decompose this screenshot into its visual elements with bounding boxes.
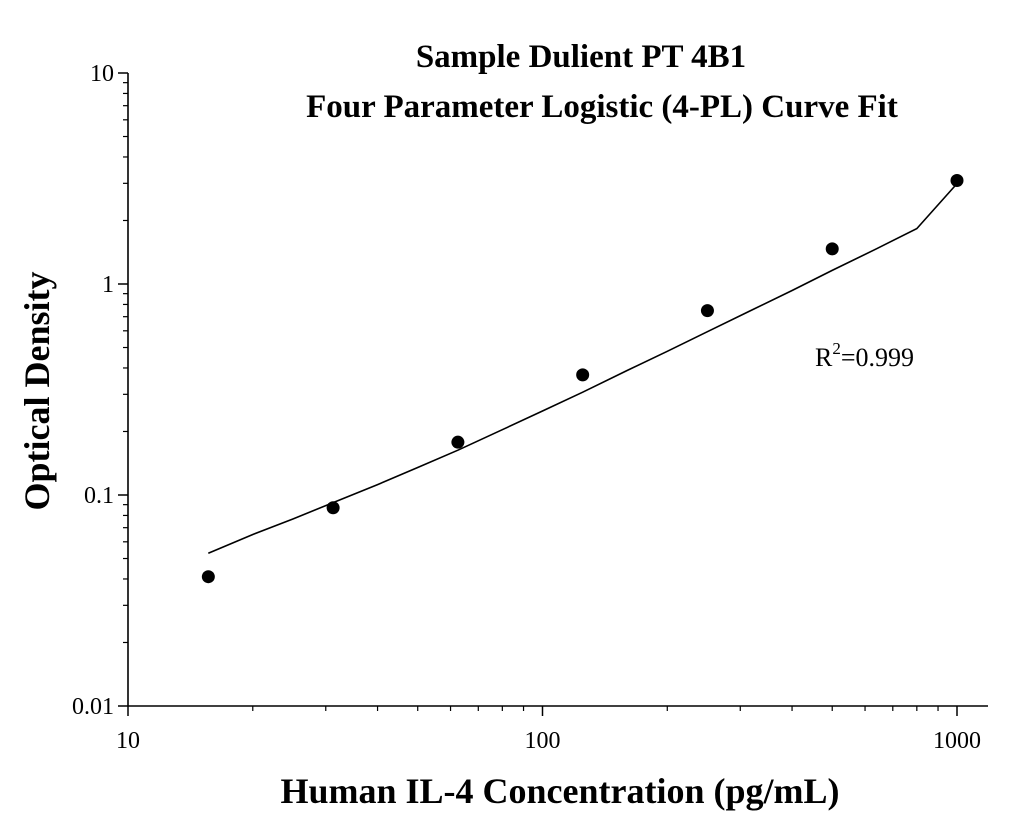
chart-title: Sample Dulient PT 4B1 [416, 39, 746, 75]
x-axis-label: Human IL-4 Concentration (pg/mL) [280, 771, 839, 811]
plot-axes [127, 73, 988, 707]
y-axis-label: Optical Density [17, 272, 57, 511]
data-point [950, 174, 964, 188]
data-point [326, 501, 340, 515]
r-squared-exponent: 2 [832, 339, 841, 358]
axis-ticks [118, 72, 958, 716]
y-tick-label: 10 [90, 61, 114, 87]
tick-labels: 0.01 0.1 1 10 10 100 1000 [72, 61, 981, 754]
y-tick-label: 0.01 [72, 694, 114, 720]
x-tick-label: 1000 [933, 728, 981, 754]
x-tick-label: 10 [116, 728, 140, 754]
chart-subtitle: Four Parameter Logistic (4-PL) Curve Fit [306, 89, 898, 125]
data-point [451, 435, 465, 449]
data-point [201, 570, 215, 584]
x-tick-label: 100 [525, 728, 561, 754]
y-tick-label: 1 [102, 272, 114, 298]
r-squared-base: R [815, 343, 833, 372]
data-point [700, 304, 714, 318]
data-point [825, 242, 839, 256]
data-point [576, 368, 590, 382]
data-points [201, 174, 964, 584]
r-squared-annotation: R2=0.999 [815, 339, 914, 372]
r-squared-value: =0.999 [841, 343, 914, 372]
y-tick-label: 0.1 [84, 483, 114, 509]
